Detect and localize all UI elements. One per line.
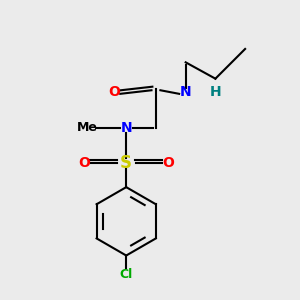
Text: O: O [108, 85, 120, 99]
Text: N: N [180, 85, 191, 99]
Text: Cl: Cl [120, 268, 133, 281]
Text: O: O [162, 156, 174, 170]
Text: Me: Me [77, 121, 98, 134]
Text: S: S [120, 154, 132, 172]
Text: H: H [210, 85, 221, 99]
Text: O: O [79, 156, 91, 170]
Text: N: N [120, 121, 132, 135]
